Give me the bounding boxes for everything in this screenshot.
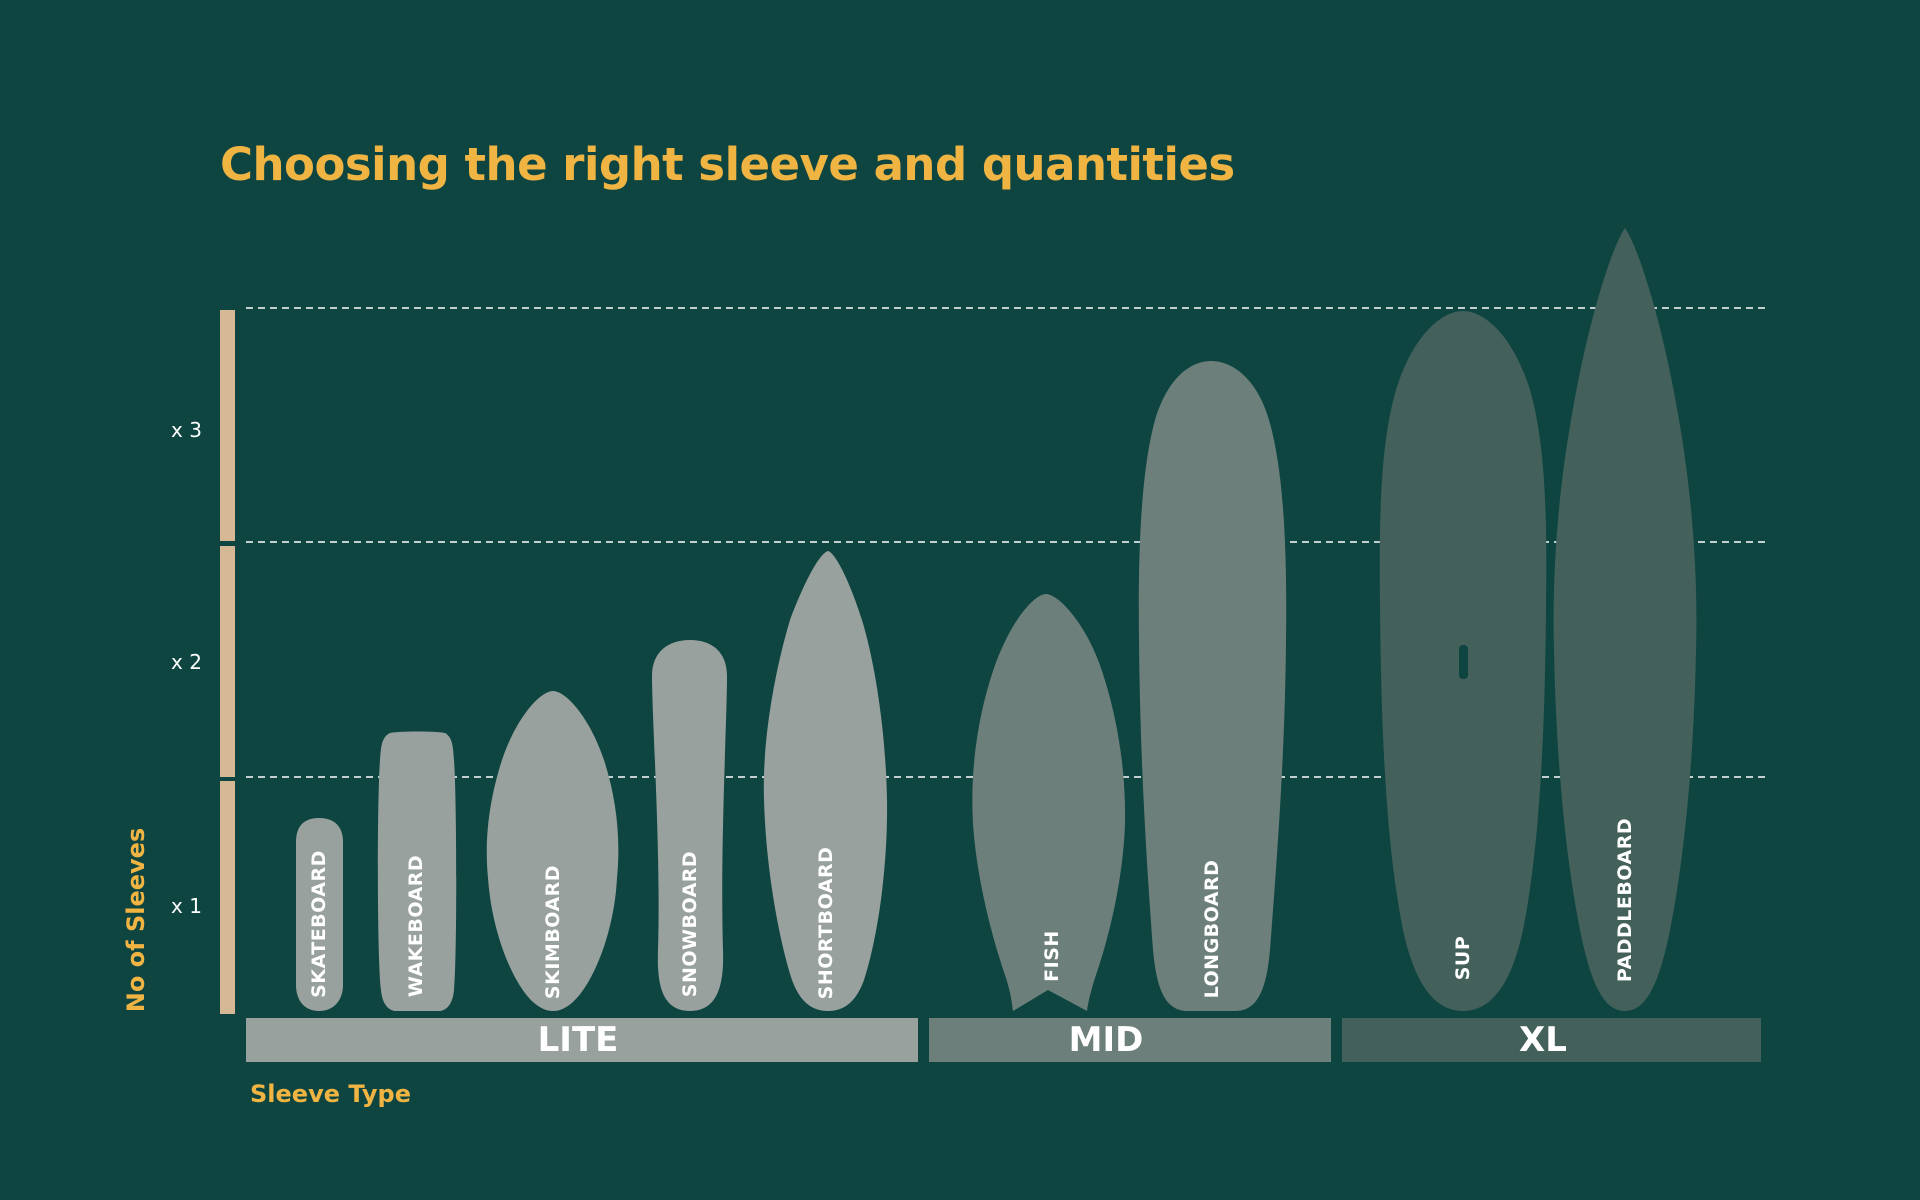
y-axis-label: No of Sleeves <box>122 827 150 1013</box>
level-label-x3: x 3 <box>171 418 202 442</box>
sup-handle-icon <box>1459 645 1468 679</box>
level-label-x1: x 1 <box>171 894 202 918</box>
board-label-wakeboard: WAKEBOARD <box>405 854 427 998</box>
board-label-snowboard: SNOWBOARD <box>679 850 701 998</box>
board-label-paddleboard: PADDLEBOARD <box>1614 817 1636 983</box>
board-label-sup: SUP <box>1452 935 1474 981</box>
shortboard-icon <box>763 551 888 1011</box>
board-label-skateboard: SKATEBOARD <box>308 850 330 998</box>
page-title: Choosing the right sleeve and quantities <box>220 138 1235 191</box>
category-label-mid: MID <box>1068 1020 1144 1060</box>
category-label-xl: XL <box>1519 1020 1567 1060</box>
board-label-fish: FISH <box>1041 930 1063 982</box>
level-label-x2: x 2 <box>171 650 202 674</box>
category-bar-mid <box>929 1018 1331 1062</box>
wakeboard-icon <box>377 731 457 1011</box>
skateboard-icon <box>296 818 343 1011</box>
skimboard-icon <box>486 691 619 1011</box>
longboard-icon <box>1138 361 1287 1011</box>
axis-segment-x3 <box>220 310 235 541</box>
category-label-lite: LITE <box>537 1020 619 1060</box>
axis-segment-x1 <box>220 781 235 1014</box>
paddleboard-icon <box>1553 228 1697 1011</box>
x-axis-label: Sleeve Type <box>250 1080 411 1108</box>
fish-board-icon <box>972 594 1126 1011</box>
category-bar-xl <box>1342 1018 1761 1062</box>
board-label-longboard: LONGBOARD <box>1201 859 1223 999</box>
snowboard-icon <box>652 640 727 1011</box>
axis-segment-x2 <box>220 546 235 777</box>
board-label-skimboard: SKIMBOARD <box>542 864 564 1000</box>
board-label-shortboard: SHORTBOARD <box>815 846 837 1000</box>
category-bar-lite <box>246 1018 918 1062</box>
